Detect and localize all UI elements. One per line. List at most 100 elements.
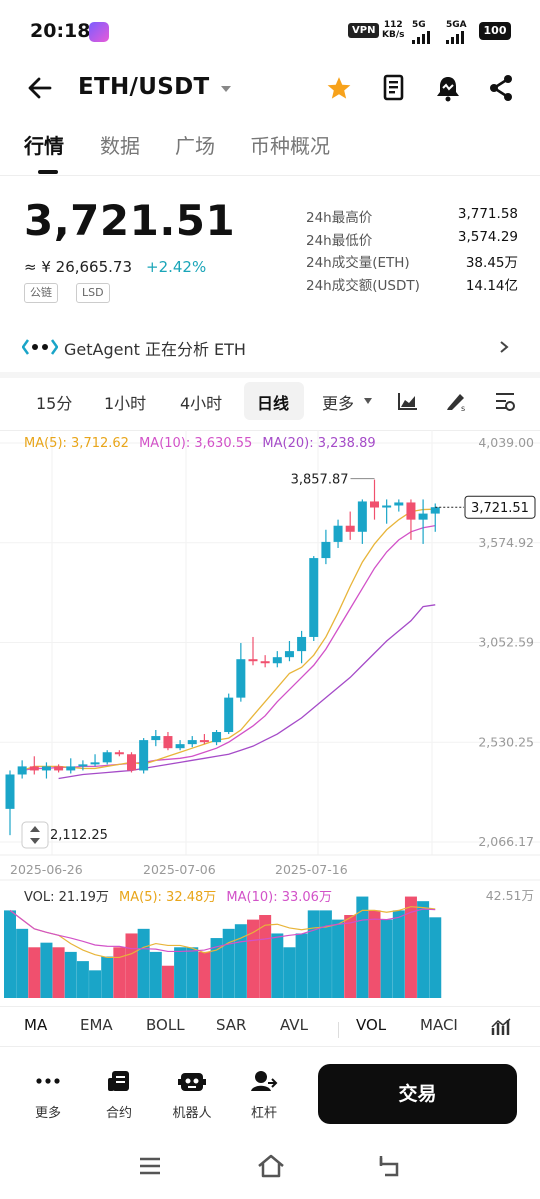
back-arrow-icon[interactable] [26, 74, 54, 102]
candle-body [151, 736, 161, 741]
tab-data[interactable]: 数据 [100, 134, 140, 158]
ma10-label: MA(10): 3,630.55 [139, 436, 253, 451]
volume-bar [404, 896, 417, 998]
robot-icon [178, 1073, 206, 1091]
volume-bar [174, 947, 187, 998]
indicator-vol[interactable]: VOL [356, 1016, 387, 1034]
volume-bar [64, 951, 77, 998]
pair-title[interactable]: ETH/USDT [78, 74, 210, 100]
drawing-tool-icon[interactable]: s [444, 390, 468, 412]
candle-body [260, 661, 270, 664]
tag-public-chain[interactable]: 公链 [24, 283, 58, 303]
chart-settings-icon[interactable] [494, 391, 516, 411]
volume-bar [137, 928, 150, 998]
vol-ma5-label: MA(5): 32.48万 [119, 890, 217, 905]
candle-body [139, 740, 149, 771]
chevron-right-icon [500, 341, 509, 353]
scroll-arrows-icon [30, 826, 40, 844]
stat-value: 38.45万 [465, 255, 518, 271]
tab-market[interactable]: 行情 [24, 134, 64, 158]
signal-5g: 5G [412, 20, 430, 44]
action-label: 更多 [34, 1106, 61, 1121]
menu-icon[interactable] [138, 1156, 162, 1176]
timeframe-more[interactable]: 更多 [322, 394, 355, 413]
y-tick-label: 3,052.59 [478, 635, 534, 650]
divider [0, 175, 540, 176]
volume-bar [89, 970, 102, 998]
x-tick-label: 2025-07-16 [275, 862, 348, 877]
trade-button[interactable]: 交易 [318, 1064, 517, 1124]
candle-body [78, 764, 88, 767]
volume-bar [52, 947, 65, 998]
volume-bar [113, 947, 126, 998]
indicator-bar: MA EMA BOLL SAR AVL VOL MACI [0, 1010, 540, 1046]
indicator-boll[interactable]: BOLL [146, 1016, 185, 1034]
candle-body [66, 766, 76, 771]
volume-bar [332, 919, 345, 998]
home-icon[interactable] [256, 1153, 286, 1179]
timeframe-4h[interactable]: 4小时 [180, 394, 223, 413]
candlestick-chart[interactable]: 4,039.00 3,574.92 3,052.59 2,530.25 2,066.17… [0, 430, 540, 1020]
action-contract[interactable]: 合约 [91, 1070, 147, 1121]
high-price-label: 3,857.87 [291, 473, 349, 488]
volume-bar [198, 951, 211, 998]
stat-row: 24h成交额(USDT) 14.14亿 [306, 274, 518, 297]
dots-icon [36, 1078, 60, 1084]
volume-bar [344, 915, 357, 998]
indicator-maci[interactable]: MACI [420, 1016, 458, 1034]
ma20-label: MA(20): 3,238.89 [262, 436, 376, 451]
candle-body [370, 501, 379, 508]
divider [0, 430, 540, 431]
candle-body [41, 766, 51, 771]
tag-lsd[interactable]: LSD [76, 283, 110, 303]
volume-bar [271, 933, 284, 998]
getagent-banner[interactable]: GetAgent 正在分析 ETH [0, 330, 540, 364]
action-robot[interactable]: 机器人 [164, 1070, 220, 1121]
action-leverage[interactable]: 杠杆 [236, 1070, 292, 1121]
tab-square[interactable]: 广场 [175, 134, 215, 158]
volume-bar [283, 947, 296, 998]
cny-price: ≈ ¥ 26,665.73 [24, 258, 132, 276]
contract-icon [108, 1071, 129, 1091]
action-more[interactable]: 更多 [20, 1070, 76, 1121]
battery-icon: 100 [479, 22, 511, 40]
timeframe-1h[interactable]: 1小时 [104, 394, 147, 413]
alert-icon[interactable] [434, 74, 462, 102]
area-chart-icon[interactable] [397, 391, 419, 411]
candle-body [418, 513, 428, 520]
vol-ma10-label: MA(10): 33.06万 [226, 890, 332, 905]
candle-body [406, 502, 416, 520]
y-tick-label: 4,039.00 [478, 435, 534, 450]
signal-5ga: 5GA [446, 20, 467, 44]
volume-bar [247, 919, 259, 998]
indicator-settings-icon[interactable] [490, 1016, 512, 1038]
dropdown-caret-icon[interactable] [220, 84, 232, 94]
timeframe-1d[interactable]: 日线 [257, 394, 290, 413]
book-icon[interactable] [382, 74, 406, 102]
stat-label: 24h最高价 [306, 210, 373, 226]
vpn-badge: VPN [348, 23, 380, 38]
candle-body [345, 525, 355, 532]
back-icon[interactable] [377, 1154, 403, 1178]
candle-body [199, 740, 209, 743]
speed-unit: KB/s [382, 30, 405, 40]
divider [0, 1006, 540, 1007]
indicator-avl[interactable]: AVL [280, 1016, 308, 1034]
star-icon[interactable] [326, 75, 352, 101]
volume-bar [161, 965, 174, 998]
timeframe-15m[interactable]: 15分 [36, 394, 73, 413]
indicator-ma[interactable]: MA [24, 1016, 48, 1034]
stat-label: 24h成交量(ETH) [306, 255, 410, 271]
stat-value: 3,771.58 [457, 206, 518, 222]
volume-bar [429, 917, 442, 998]
indicator-ema[interactable]: EMA [80, 1016, 113, 1034]
stat-row: 24h最低价 3,574.29 [306, 229, 518, 252]
indicator-sar[interactable]: SAR [216, 1016, 247, 1034]
top-bar: ETH/USDT [0, 62, 540, 114]
share-icon[interactable] [488, 74, 514, 102]
bottom-actions: 更多 合约 机器人 杠杆 [0, 1060, 540, 1130]
volume-bar [234, 924, 247, 998]
volume-bar [368, 910, 381, 998]
getagent-logo-icon [22, 339, 58, 355]
tab-coin-overview[interactable]: 币种概况 [250, 134, 330, 158]
